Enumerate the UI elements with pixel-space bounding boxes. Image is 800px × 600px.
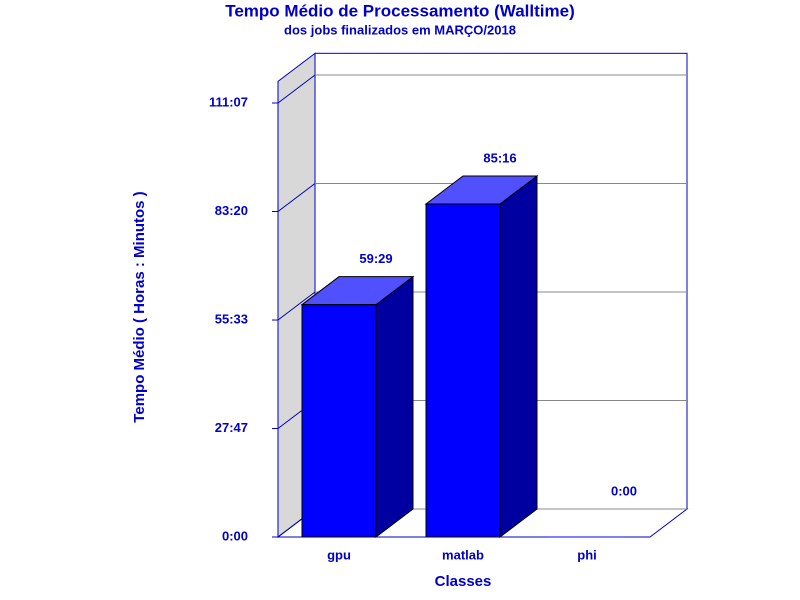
bar-side — [375, 275, 414, 539]
bar-side — [499, 174, 538, 539]
chart-subtitle: dos jobs finalizados em MARÇO/2018 — [284, 22, 516, 37]
x-tick-label: matlab — [442, 547, 484, 562]
y-axis-title: Tempo Médio ( Horas : Minutos ) — [131, 191, 148, 422]
value-label: 59:29 — [359, 251, 392, 266]
y-tick-label: 0:00 — [222, 528, 248, 543]
bar — [301, 304, 377, 538]
y-tick-label: 27:47 — [215, 420, 248, 435]
grid-line — [277, 291, 316, 321]
value-label: 0:00 — [611, 483, 637, 498]
chart-title: Tempo Médio de Processamento (Walltime) — [225, 1, 575, 20]
x-axis-title: Classes — [435, 573, 492, 590]
value-label: 85:16 — [483, 150, 516, 165]
y-tick-label: 55:33 — [215, 311, 248, 326]
bar — [425, 203, 501, 538]
grid-line — [277, 183, 316, 212]
y-tick-label: 111:07 — [209, 94, 248, 109]
grid-line — [277, 74, 316, 104]
y-tick-label: 83:20 — [215, 203, 248, 218]
x-tick-label: phi — [577, 547, 597, 562]
x-tick-label: gpu — [327, 547, 351, 562]
